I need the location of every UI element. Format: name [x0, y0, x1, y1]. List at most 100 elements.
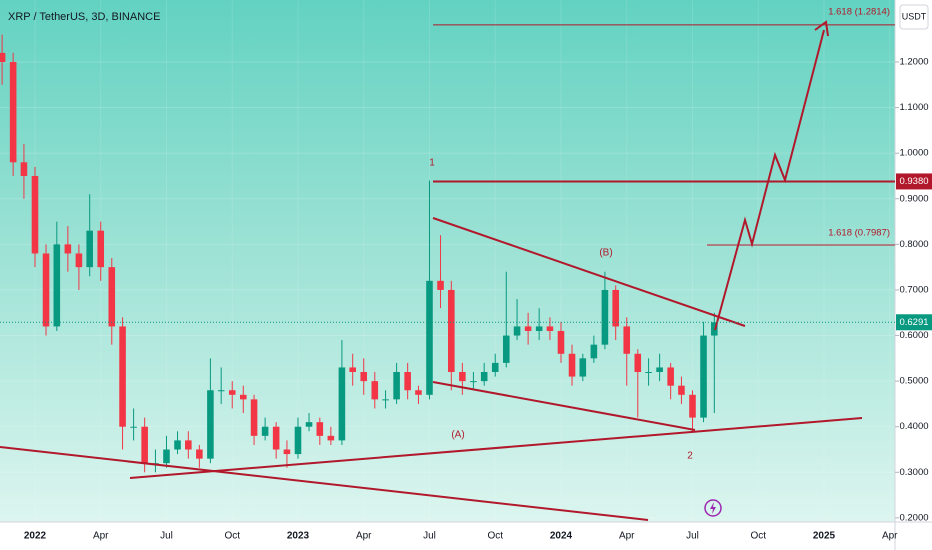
candle-body: [634, 353, 642, 373]
candle-body: [645, 372, 652, 374]
price-axis: [895, 0, 932, 550]
x-tick-label: Jul: [423, 531, 436, 542]
candle-body: [53, 244, 61, 327]
candle-body: [623, 326, 631, 354]
candle-body: [207, 390, 214, 459]
candle-body: [130, 426, 137, 428]
y-tick-label: 0.9000: [899, 193, 928, 204]
y-tick-label: 1.1000: [899, 102, 928, 113]
candle-body: [272, 426, 280, 450]
y-tick-label: 1.2000: [899, 57, 928, 68]
x-tick-label: 2024: [550, 531, 573, 542]
candle-body: [42, 253, 50, 327]
trendline: [129, 417, 863, 479]
x-tick-label: Apr: [356, 531, 372, 542]
candle-body: [382, 399, 389, 401]
candle-body: [9, 62, 17, 163]
last-price-tag: [896, 314, 932, 331]
wave-label: 1: [429, 158, 435, 169]
y-tick-label: 1.0000: [899, 148, 928, 159]
y-tick-label: 0.2000: [899, 512, 928, 523]
candle-body: [141, 426, 148, 464]
y-tick-label: 0.5000: [899, 376, 928, 387]
x-tick-label: 2022: [24, 531, 47, 542]
x-tick-label: Jul: [686, 531, 699, 542]
projection-path: [714, 29, 825, 331]
candle-body: [185, 440, 192, 450]
candle-body: [86, 230, 93, 268]
candle-body: [0, 52, 6, 63]
candle-body: [239, 394, 247, 400]
chart-title: XRP / TetherUS, 3D, BINANCE: [8, 11, 160, 23]
candle-body: [349, 367, 356, 373]
candle-body: [217, 390, 225, 392]
candle-body: [689, 394, 696, 418]
candle-body: [261, 426, 269, 436]
y-tick-label: 0.4000: [899, 421, 928, 432]
candle-body: [64, 244, 72, 254]
candle-body: [513, 326, 521, 336]
candle-body: [557, 330, 565, 354]
candle-body: [491, 362, 499, 373]
resistance-label: 0.9380: [899, 176, 928, 187]
x-tick-label: Oct: [224, 531, 240, 542]
last-price-label: 0.6291: [899, 317, 928, 328]
candle-body: [502, 335, 510, 363]
candle-body: [75, 253, 83, 268]
time-axis: [0, 522, 895, 550]
event-icon-bolt: [710, 502, 716, 514]
candle-body: [480, 372, 488, 382]
candle-body: [700, 335, 707, 418]
currency-label[interactable]: USDT: [902, 11, 927, 21]
candle-body: [448, 289, 455, 373]
candle-body: [404, 372, 411, 391]
candle-body: [327, 435, 335, 441]
event-icon[interactable]: [704, 499, 722, 517]
wave-label: (B): [599, 248, 612, 259]
candle-body: [283, 449, 291, 455]
candle-body: [656, 367, 663, 373]
candle-body: [535, 326, 543, 331]
candle-body: [426, 280, 433, 395]
candle-body: [437, 280, 444, 290]
candle-body: [678, 385, 685, 395]
candle-body: [590, 344, 598, 359]
resistance-tag: [896, 173, 932, 190]
candle-body: [360, 372, 368, 382]
candle-body: [20, 162, 28, 176]
candle-body: [305, 422, 313, 427]
x-tick-label: Apr: [882, 531, 898, 542]
candle-body: [97, 230, 105, 268]
candle-body: [316, 422, 324, 436]
candle-body: [393, 372, 400, 400]
candle-body: [470, 381, 477, 383]
trendline: [432, 381, 696, 431]
candle-body: [174, 440, 181, 450]
x-tick-label: Jul: [160, 531, 173, 542]
y-tick-label: 0.7000: [899, 284, 928, 295]
fib-label: 1.618 (1.2814): [828, 6, 890, 17]
candle-body: [228, 390, 236, 395]
y-tick-label: 0.8000: [899, 239, 928, 250]
wave-label: 2: [687, 451, 693, 462]
plot-background: [0, 0, 895, 522]
candle-body: [163, 449, 170, 464]
candle-body: [612, 289, 619, 327]
x-tick-label: Apr: [93, 531, 109, 542]
x-tick-label: Apr: [619, 531, 635, 542]
candle-body: [524, 326, 532, 331]
candle-body: [119, 326, 126, 427]
y-tick-label: 0.3000: [899, 467, 928, 478]
candle-body: [415, 390, 422, 395]
candle-body: [546, 326, 554, 331]
wave-label: (A): [451, 430, 464, 441]
trendline: [432, 217, 746, 327]
currency-button[interactable]: [899, 4, 929, 30]
x-tick-label: Oct: [750, 531, 766, 542]
x-tick-label: Oct: [487, 531, 503, 542]
arrow-head: [814, 20, 829, 37]
x-tick-label: 2023: [287, 531, 310, 542]
candle-body: [294, 426, 302, 455]
y-tick-label: 0.6000: [899, 330, 928, 341]
